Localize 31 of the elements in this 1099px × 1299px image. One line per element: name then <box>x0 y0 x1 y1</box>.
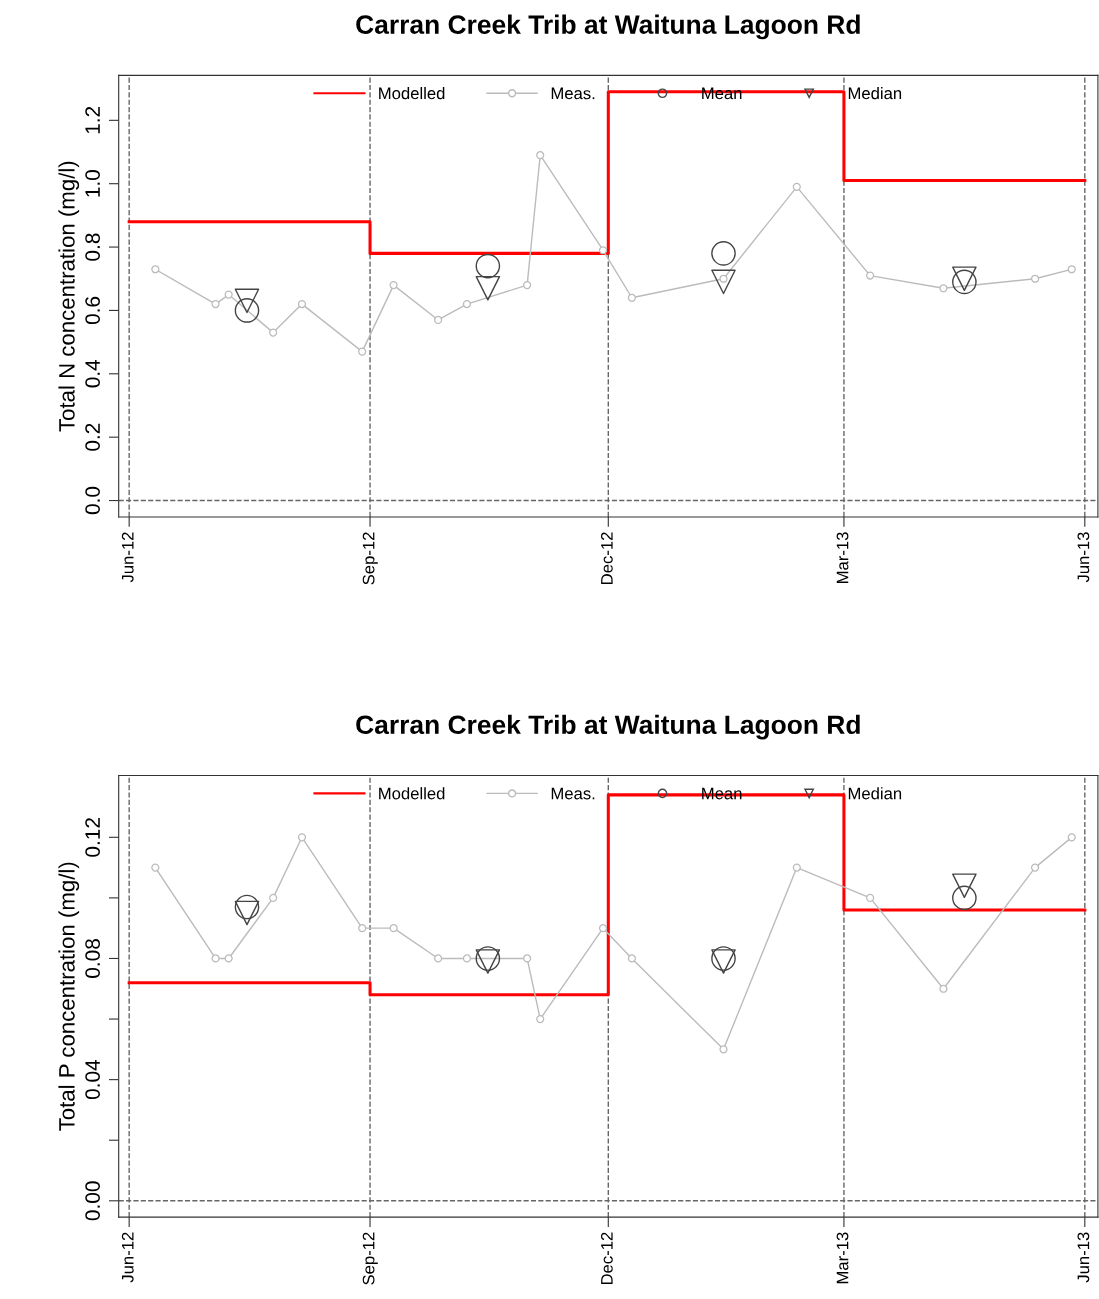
chart-title: Carran Creek Trib at Waituna Lagoon Rd <box>356 714 860 740</box>
x-tick-label: Jun-12 <box>121 532 134 583</box>
x-tick-label: Jun-13 <box>1077 1232 1090 1283</box>
x-tick-label: Jun-13 <box>1077 532 1090 583</box>
x-tick-label: Dec-12 <box>600 1232 613 1285</box>
y-tick-label: 0.12 <box>85 818 100 857</box>
legend-label: Median <box>848 87 902 100</box>
y-axis-title: Total P concentration (mg/l) <box>58 862 80 1131</box>
y-tick-label: 0.00 <box>85 1181 100 1221</box>
legend-label: Modelled <box>379 87 445 100</box>
y-tick-label: 1.0 <box>85 170 100 197</box>
legend-label: Meas. <box>551 87 595 100</box>
y-tick-label: 0.6 <box>85 296 100 325</box>
legend-label: Modelled <box>379 787 445 800</box>
legend-label: Meas. <box>551 787 595 800</box>
chart-title: Carran Creek Trib at Waituna Lagoon Rd <box>356 14 860 40</box>
x-tick-label: Dec-12 <box>600 532 613 584</box>
x-tick-label: Jun-12 <box>121 1232 134 1283</box>
y-tick-label: 0.4 <box>85 359 100 388</box>
x-tick-label: Sep-12 <box>362 1232 378 1285</box>
y-tick-label: 0.0 <box>85 486 100 515</box>
y-axis-title: Total N concentration (mg/l) <box>58 161 80 432</box>
x-tick-label: Mar-13 <box>836 532 849 583</box>
y-tick-label: 0.8 <box>85 233 100 261</box>
y-tick-label: 0.08 <box>85 939 100 978</box>
y-tick-label: 1.2 <box>85 106 100 134</box>
x-tick-label: Mar-13 <box>836 1232 849 1284</box>
x-tick-label: Sep-12 <box>362 532 378 585</box>
y-tick-label: 0.2 <box>85 423 100 451</box>
legend-label: Median <box>848 787 902 800</box>
y-tick-label: 0.04 <box>85 1059 100 1100</box>
